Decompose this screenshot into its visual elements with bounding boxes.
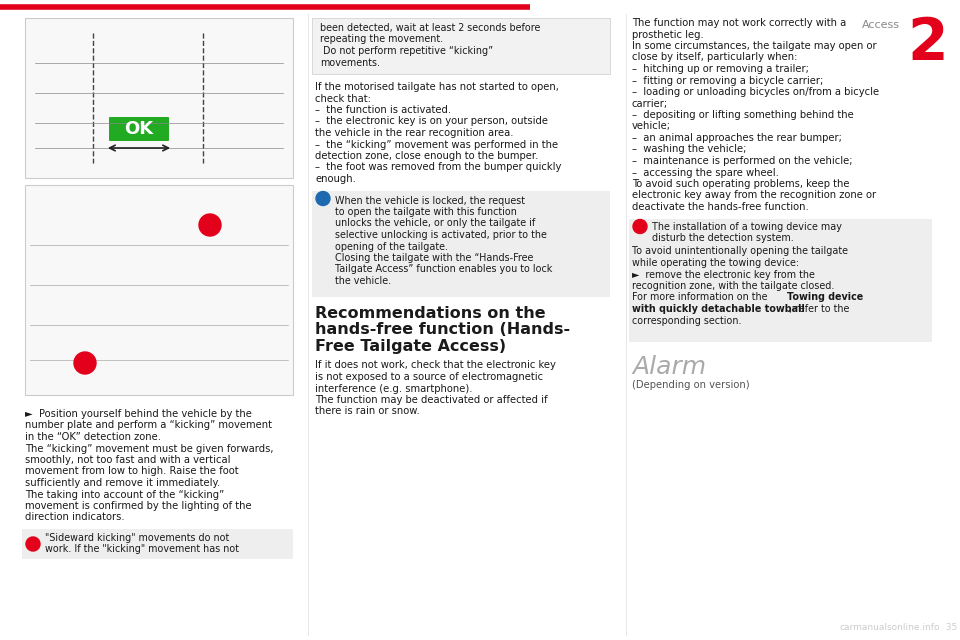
Text: OK: OK: [125, 120, 154, 138]
Text: repeating the movement.: repeating the movement.: [320, 35, 444, 45]
Text: corresponding section.: corresponding section.: [632, 316, 741, 326]
Text: To avoid unintentionally opening the tailgate: To avoid unintentionally opening the tai…: [632, 246, 848, 257]
Text: Do not perform repetitive “kicking”: Do not perform repetitive “kicking”: [320, 46, 493, 56]
Text: !: !: [637, 221, 642, 232]
Text: 2: 2: [206, 220, 214, 230]
Text: 35: 35: [940, 623, 957, 632]
Circle shape: [633, 220, 647, 234]
Text: recognition zone, with the tailgate closed.: recognition zone, with the tailgate clos…: [632, 281, 834, 291]
FancyBboxPatch shape: [22, 529, 293, 559]
Text: with quickly detachable towball: with quickly detachable towball: [632, 304, 804, 314]
Text: Closing the tailgate with the “Hands-Free: Closing the tailgate with the “Hands-Fre…: [335, 253, 534, 263]
Text: selective unlocking is activated, prior to the: selective unlocking is activated, prior …: [335, 230, 547, 240]
Circle shape: [316, 191, 330, 205]
Text: deactivate the hands-free function.: deactivate the hands-free function.: [632, 202, 808, 212]
Text: –  the foot was removed from the bumper quickly: – the foot was removed from the bumper q…: [315, 163, 562, 173]
Text: is not exposed to a source of electromagnetic: is not exposed to a source of electromag…: [315, 372, 543, 382]
Text: Tailgate Access” function enables you to lock: Tailgate Access” function enables you to…: [335, 264, 552, 275]
Text: while operating the towing device:: while operating the towing device:: [632, 258, 799, 268]
Text: "Sideward kicking" movements do not: "Sideward kicking" movements do not: [45, 533, 229, 543]
Text: Access: Access: [862, 20, 900, 30]
Text: sufficiently and remove it immediately.: sufficiently and remove it immediately.: [25, 478, 220, 488]
Text: in the “OK” detection zone.: in the “OK” detection zone.: [25, 432, 161, 442]
Text: To avoid such operating problems, keep the: To avoid such operating problems, keep t…: [632, 179, 850, 189]
Text: The function may be deactivated or affected if: The function may be deactivated or affec…: [315, 395, 547, 405]
Text: Towing device: Towing device: [787, 292, 863, 303]
Text: –  accessing the spare wheel.: – accessing the spare wheel.: [632, 168, 779, 177]
Text: the vehicle in the rear recognition area.: the vehicle in the rear recognition area…: [315, 128, 514, 138]
Text: prosthetic leg.: prosthetic leg.: [632, 29, 704, 40]
Text: The installation of a towing device may: The installation of a towing device may: [652, 221, 842, 232]
Text: detection zone, close enough to the bumper.: detection zone, close enough to the bump…: [315, 151, 539, 161]
FancyBboxPatch shape: [312, 18, 610, 74]
Text: , refer to the: , refer to the: [789, 304, 850, 314]
Text: –  depositing or lifting something behind the: – depositing or lifting something behind…: [632, 110, 853, 120]
Text: disturb the detection system.: disturb the detection system.: [652, 233, 794, 243]
Text: For more information on the: For more information on the: [632, 292, 771, 303]
Text: unlocks the vehicle, or only the tailgate if: unlocks the vehicle, or only the tailgat…: [335, 218, 536, 228]
Text: close by itself, particularly when:: close by itself, particularly when:: [632, 52, 798, 63]
Text: movements.: movements.: [320, 58, 380, 67]
FancyBboxPatch shape: [629, 218, 932, 342]
Text: hands-free function (Hands-: hands-free function (Hands-: [315, 323, 570, 337]
Circle shape: [199, 214, 221, 236]
Text: –  the “kicking” movement was performed in the: – the “kicking” movement was performed i…: [315, 140, 558, 150]
Text: movement from low to high. Raise the foot: movement from low to high. Raise the foo…: [25, 467, 239, 477]
Text: Recommendations on the: Recommendations on the: [315, 307, 545, 321]
Text: The function may not work correctly with a: The function may not work correctly with…: [632, 18, 847, 28]
Text: movement is confirmed by the lighting of the: movement is confirmed by the lighting of…: [25, 501, 252, 511]
Text: The “kicking” movement must be given forwards,: The “kicking” movement must be given for…: [25, 444, 274, 454]
Text: interference (e.g. smartphone).: interference (e.g. smartphone).: [315, 383, 472, 394]
Text: Free Tailgate Access): Free Tailgate Access): [315, 339, 506, 353]
Text: ►  remove the electronic key from the: ► remove the electronic key from the: [632, 269, 815, 280]
Text: –  loading or unloading bicycles on/from a bicycle: – loading or unloading bicycles on/from …: [632, 87, 879, 97]
Text: –  an animal approaches the rear bumper;: – an animal approaches the rear bumper;: [632, 133, 842, 143]
Text: the vehicle.: the vehicle.: [335, 276, 391, 286]
Text: –  fitting or removing a bicycle carrier;: – fitting or removing a bicycle carrier;: [632, 76, 824, 86]
Text: number plate and perform a “kicking” movement: number plate and perform a “kicking” mov…: [25, 420, 272, 431]
Text: work. If the "kicking" movement has not: work. If the "kicking" movement has not: [45, 545, 239, 554]
Text: check that:: check that:: [315, 93, 371, 104]
Text: –  maintenance is performed on the vehicle;: – maintenance is performed on the vehicl…: [632, 156, 852, 166]
Text: The taking into account of the “kicking”: The taking into account of the “kicking”: [25, 490, 225, 499]
Text: to open the tailgate with this function: to open the tailgate with this function: [335, 207, 516, 217]
Text: opening of the tailgate.: opening of the tailgate.: [335, 241, 448, 252]
Text: –  washing the vehicle;: – washing the vehicle;: [632, 145, 746, 154]
Text: 2: 2: [907, 15, 948, 72]
Text: electronic key away from the recognition zone or: electronic key away from the recognition…: [632, 191, 876, 200]
Text: vehicle;: vehicle;: [632, 122, 671, 131]
Text: –  hitching up or removing a trailer;: – hitching up or removing a trailer;: [632, 64, 809, 74]
Text: Alarm: Alarm: [632, 355, 707, 380]
Text: (Depending on version): (Depending on version): [632, 380, 750, 390]
FancyBboxPatch shape: [312, 191, 610, 296]
Text: –  the electronic key is on your person, outside: – the electronic key is on your person, …: [315, 116, 548, 127]
Text: ►  Position yourself behind the vehicle by the: ► Position yourself behind the vehicle b…: [25, 409, 252, 419]
FancyBboxPatch shape: [25, 18, 293, 178]
Text: 1: 1: [82, 358, 89, 368]
Text: When the vehicle is locked, the request: When the vehicle is locked, the request: [335, 195, 525, 205]
Text: smoothly, not too fast and with a vertical: smoothly, not too fast and with a vertic…: [25, 455, 230, 465]
Text: –  the function is activated.: – the function is activated.: [315, 105, 451, 115]
FancyBboxPatch shape: [109, 117, 169, 141]
Text: been detected, wait at least 2 seconds before: been detected, wait at least 2 seconds b…: [320, 23, 540, 33]
Circle shape: [26, 537, 40, 551]
Text: there is rain or snow.: there is rain or snow.: [315, 406, 420, 417]
FancyBboxPatch shape: [25, 185, 293, 395]
Circle shape: [74, 352, 96, 374]
Text: i: i: [321, 193, 324, 204]
Text: If the motorised tailgate has not started to open,: If the motorised tailgate has not starte…: [315, 82, 559, 92]
Text: direction indicators.: direction indicators.: [25, 513, 125, 522]
Text: carrier;: carrier;: [632, 99, 668, 109]
Text: If it does not work, check that the electronic key: If it does not work, check that the elec…: [315, 360, 556, 371]
Text: enough.: enough.: [315, 174, 356, 184]
Text: In some circumstances, the tailgate may open or: In some circumstances, the tailgate may …: [632, 41, 876, 51]
Text: carmanualsonline.info: carmanualsonline.info: [839, 623, 940, 632]
Text: !: !: [31, 539, 36, 549]
